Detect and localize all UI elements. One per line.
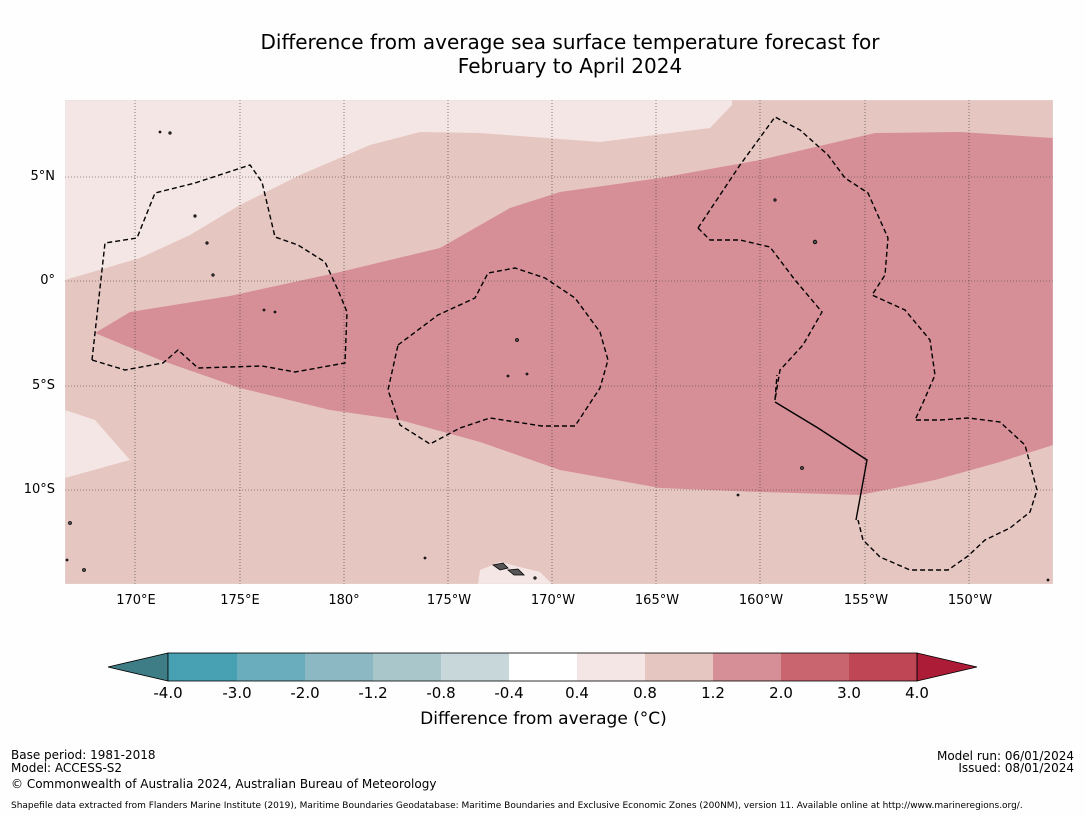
y-tick-label: 0°	[40, 273, 55, 288]
x-tick-label: 175°E	[220, 593, 260, 608]
eez-boundaries	[91, 116, 1038, 571]
x-tick-label: 155°W	[843, 593, 889, 608]
anomaly-band-0.4-0.8-north	[65, 100, 732, 280]
colorbar-extend-low	[107, 652, 169, 682]
colorbar-segment	[168, 653, 237, 681]
colorbar-title: Difference from average (°C)	[420, 709, 667, 729]
colorbar-segment	[781, 653, 849, 681]
islands	[65, 130, 1050, 582]
model-run: Model run: 06/01/2024	[936, 749, 1074, 763]
model-name: Model: ACCESS-S2	[11, 761, 123, 775]
colorbar-segment	[849, 653, 917, 681]
colorbar-segment	[237, 653, 305, 681]
chart-title: Difference from average sea surface temp…	[0, 30, 1085, 78]
x-tick-label: 170°E	[116, 593, 156, 608]
map-area	[65, 100, 1053, 584]
colorbar-tick-label: -1.2	[358, 684, 388, 702]
colorbar-segment	[441, 653, 509, 681]
colorbar-extend-high	[916, 652, 978, 682]
y-tick-label: 5°S	[31, 378, 55, 393]
colorbar-tick-label: 4.0	[905, 684, 929, 702]
y-tick-label: 5°N	[30, 169, 56, 184]
colorbar	[107, 652, 978, 682]
y-tick-label: 10°S	[23, 482, 55, 497]
colorbar-tick-label: -0.4	[494, 684, 524, 702]
colorbar-tick-label: 3.0	[837, 684, 861, 702]
title-line-1: Difference from average sea surface temp…	[260, 30, 880, 54]
colorbar-tick-label: -4.0	[153, 684, 183, 702]
anomaly-band-0.4-0.8-southwest	[65, 410, 130, 478]
colorbar-tick-label: -0.8	[426, 684, 456, 702]
colorbar-segment	[305, 653, 373, 681]
maritime-boundary-line	[774, 401, 868, 521]
colorbar-segment	[645, 653, 713, 681]
x-tick-label: 150°W	[947, 593, 993, 608]
x-tick-label: 180°	[328, 593, 360, 608]
x-tick-label: 175°W	[426, 593, 472, 608]
colorbar-segment	[373, 653, 441, 681]
colorbar-tick-label: -2.0	[290, 684, 320, 702]
colorbar-tick-label: 0.8	[633, 684, 657, 702]
x-tick-label: 160°W	[738, 593, 784, 608]
title-line-2: February to April 2024	[457, 54, 683, 78]
x-tick-label: 165°W	[634, 593, 680, 608]
anomaly-band-1.2-2.0	[95, 132, 1053, 495]
colorbar-tick-label: 1.2	[701, 684, 725, 702]
copyright: © Commonwealth of Australia 2024, Austra…	[11, 777, 437, 791]
colorbar-tick-label: 0.4	[565, 684, 589, 702]
colorbar-segment	[713, 653, 781, 681]
colorbar-tick-label: 2.0	[769, 684, 793, 702]
base-period: Base period: 1981-2018	[11, 748, 156, 762]
colorbar-tick-label: -3.0	[222, 684, 252, 702]
issued-date: Issued: 08/01/2024	[958, 761, 1074, 775]
colorbar-segment	[577, 653, 645, 681]
colorbar-segment	[509, 653, 577, 681]
x-tick-label: 170°W	[530, 593, 576, 608]
shapefile-credit: Shapefile data extracted from Flanders M…	[11, 801, 1023, 811]
